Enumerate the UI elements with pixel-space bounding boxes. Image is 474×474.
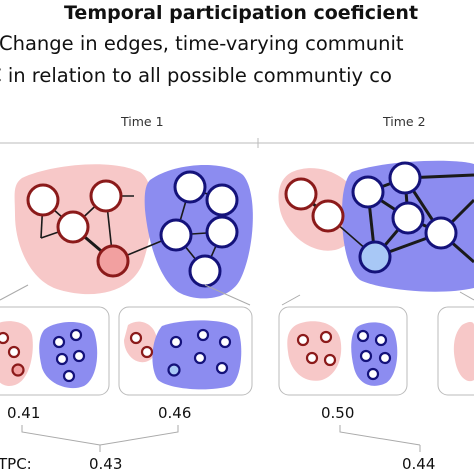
blue-node <box>391 201 425 235</box>
community-box-3 <box>278 306 408 396</box>
blue-node <box>159 218 193 252</box>
blue-node <box>424 216 458 250</box>
blue-node <box>205 183 239 217</box>
red-node <box>26 183 60 217</box>
blue-node <box>351 175 385 209</box>
connector-lines <box>0 284 474 306</box>
red-node <box>284 177 318 211</box>
time-2-label: Time 2 <box>383 114 426 129</box>
red-node <box>89 179 123 213</box>
community-value-3: 0.50 <box>321 404 355 422</box>
subtitle-line-1: Change in edges, time-varying communit <box>0 32 404 55</box>
community-value-2: 0.46 <box>158 404 192 422</box>
diagram-title: Temporal participation coeficient <box>64 2 419 24</box>
community-value-1: 0.41 <box>7 404 41 422</box>
community-box-1 <box>0 306 110 396</box>
blue-node <box>205 215 239 249</box>
highlight-blue-node <box>358 240 392 274</box>
timeline-axis <box>0 138 474 148</box>
tpc-value-time-1: 0.43 <box>89 455 123 473</box>
blue-node <box>173 170 207 204</box>
red-node <box>56 210 90 244</box>
highlight-red-node <box>96 244 130 278</box>
time-1-label: Time 1 <box>121 114 164 129</box>
community-box-4-partial <box>437 306 474 396</box>
time-1-network <box>14 164 253 299</box>
time-2-network <box>278 160 474 292</box>
blue-node <box>188 254 222 288</box>
tpc-label: TPC: <box>0 455 32 473</box>
subtitle-line-2: C in relation to all possible communtiy … <box>0 64 392 87</box>
tpc-brackets <box>21 425 421 452</box>
community-box-2 <box>118 306 253 396</box>
blue-node <box>388 161 422 195</box>
red-node <box>311 199 345 233</box>
tpc-value-time-2: 0.44 <box>402 455 436 473</box>
